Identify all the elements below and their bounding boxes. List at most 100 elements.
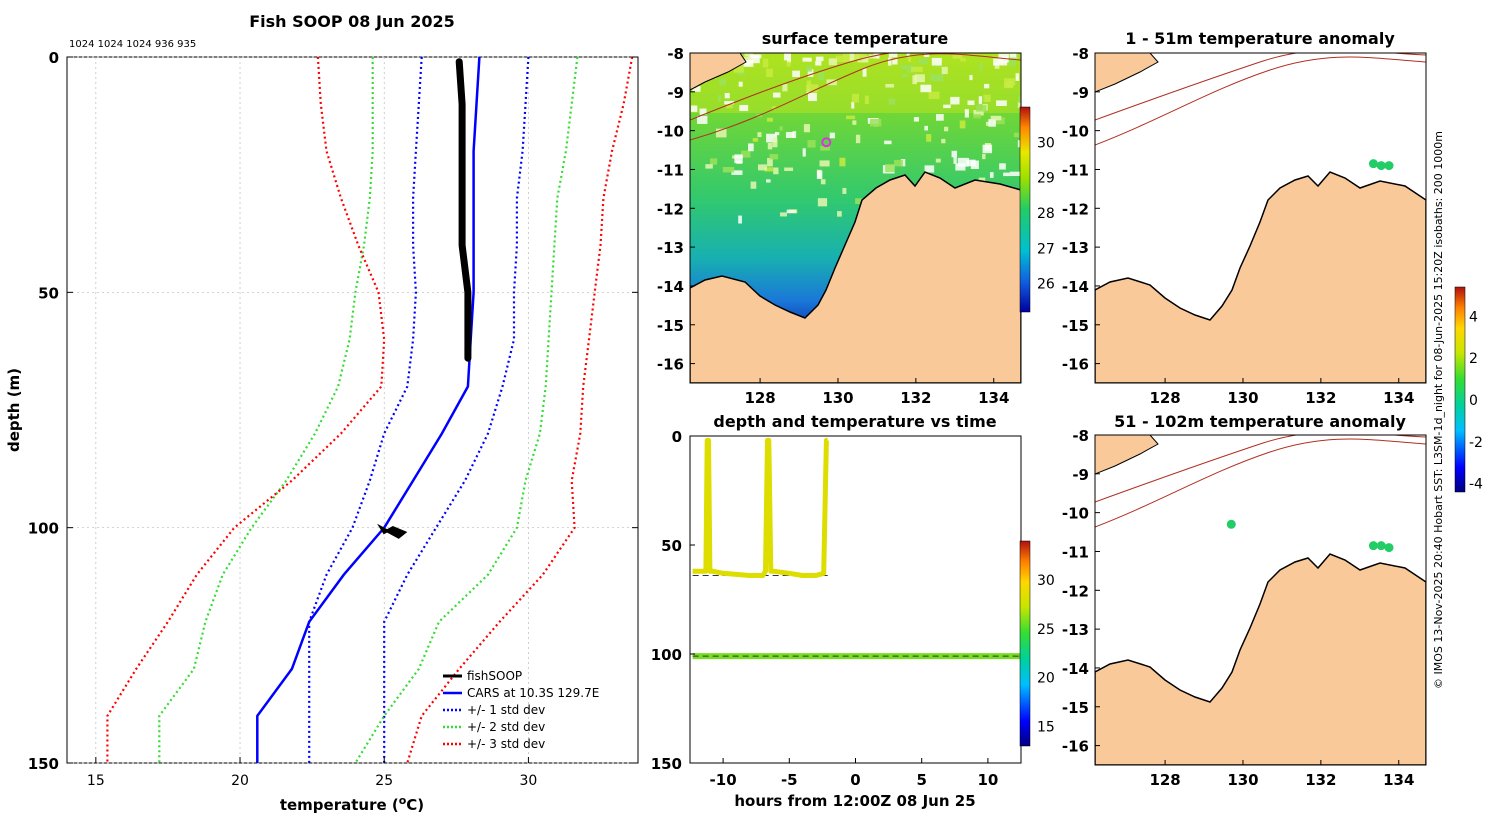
sst-speckle xyxy=(900,64,912,70)
sst-speckle xyxy=(820,145,830,151)
anom-deep-point xyxy=(1384,543,1394,553)
sst-speckle xyxy=(802,148,806,157)
profile-axes-frame xyxy=(66,56,639,764)
sst-speckle xyxy=(829,132,836,139)
depth-time-ytick-label: 0 xyxy=(672,428,682,446)
sst-speckle xyxy=(944,126,949,132)
anom-deep-ytick-label: -14 xyxy=(1062,660,1089,678)
sst-panel: surface temperature 128 130 132 134 -8 -9 -10 -… xyxy=(657,29,1055,407)
sst-speckle xyxy=(719,78,727,86)
sst-speckle xyxy=(957,157,970,167)
sst-speckle xyxy=(737,70,746,76)
anom-deep-xtick-label: 128 xyxy=(1149,771,1180,789)
sst-speckle xyxy=(920,84,932,93)
profile-ytick-label: 150 xyxy=(28,755,59,773)
sst-isobath-200 xyxy=(690,53,1021,141)
sst-speckle xyxy=(855,198,865,205)
sst-speckle xyxy=(1009,171,1021,177)
sst-speckle xyxy=(743,59,754,67)
depth-time-xtick-label: -10 xyxy=(710,771,737,789)
sst-speckle xyxy=(803,124,810,133)
sst-speckle xyxy=(752,138,759,142)
sst-speckle xyxy=(864,95,869,105)
sst-ytick-label: -10 xyxy=(657,123,684,141)
depth-time-xlabel: hours from 12:00Z 08 Jun 25 xyxy=(734,792,975,810)
anom-shallow-isobath-200 xyxy=(1095,56,1426,146)
profile-xtick-label: 15 xyxy=(87,773,105,789)
sst-speckle xyxy=(782,83,788,92)
sst-speckle xyxy=(739,104,749,112)
sst-colorbar-label: 29 xyxy=(1037,171,1055,187)
sst-speckle xyxy=(979,62,983,71)
sst-speckle xyxy=(792,131,797,138)
anomaly-colorbar-label: -4 xyxy=(1469,477,1483,493)
sst-ytick-label: -14 xyxy=(657,278,684,296)
sst-speckle xyxy=(983,94,991,102)
sst-speckle xyxy=(975,105,987,112)
sst-speckle xyxy=(772,106,776,110)
sst-speckle xyxy=(717,95,722,102)
sst-colorbar-label: 30 xyxy=(1037,135,1055,151)
sst-speckle xyxy=(750,54,762,59)
sst-speckle xyxy=(935,158,941,163)
anom-deep-island xyxy=(1095,435,1159,475)
sst-speckle xyxy=(910,66,923,72)
depth-time-ytick-label: 100 xyxy=(651,646,682,664)
legend-label-fish: fishSOOP xyxy=(467,669,522,683)
sst-speckle xyxy=(744,53,754,57)
sst-speckle xyxy=(692,86,701,92)
anom-shallow-ytick-label: -15 xyxy=(1062,317,1089,335)
anom-deep-isobath-200 xyxy=(1095,438,1426,528)
anomaly-colorbar-label: 0 xyxy=(1469,393,1478,409)
sst-speckle xyxy=(951,150,958,158)
sst-speckle xyxy=(762,58,769,68)
footer-credit: © IMOS 13-Nov-2025 20:40 Hobart SST: L3S… xyxy=(1432,131,1445,689)
anom-shallow-ytick-label: -13 xyxy=(1062,239,1089,257)
sst-ticks: 128 130 132 134 -8 -9 -10 -11 -12 -13 -14 -15 -16 xyxy=(657,45,1010,407)
sst-speckle xyxy=(748,143,754,152)
sst-speckle xyxy=(837,211,842,217)
sst-speckle xyxy=(816,170,823,179)
sst-speckle xyxy=(869,118,882,127)
depth-time-xtick-label: 10 xyxy=(977,771,998,789)
legend-label-std2: +/- 2 std dev xyxy=(467,720,545,734)
sst-speckle xyxy=(914,74,925,83)
anom-shallow-ytick-label: -14 xyxy=(1062,278,1089,296)
sst-colorbar-label: 28 xyxy=(1037,206,1055,222)
legend-label-std3: +/- 3 std dev xyxy=(467,737,545,751)
profile-ytick-label: 50 xyxy=(38,284,59,302)
profile-series-cars-0 xyxy=(256,56,481,763)
sst-speckle xyxy=(815,61,822,66)
sst-speckle xyxy=(960,58,966,62)
sst-speckle xyxy=(888,98,896,105)
sst-speckle xyxy=(842,187,847,194)
anomaly-colorbar xyxy=(1454,286,1466,493)
anom-deep-panel: 51 - 102m temperature anomaly 128 130 132 1… xyxy=(1062,286,1483,789)
sst-speckle xyxy=(806,84,819,93)
sst-ytick-label: -11 xyxy=(657,161,684,179)
sst-speckle xyxy=(802,57,812,62)
sst-ytick-label: -12 xyxy=(657,200,684,218)
sst-isobath-1000 xyxy=(690,53,1021,121)
sst-speckle xyxy=(884,140,892,145)
sst-speckle xyxy=(1013,132,1020,138)
sst-speckle xyxy=(990,115,1002,121)
sst-speckle xyxy=(767,142,773,150)
sst-speckle xyxy=(935,114,944,121)
sst-speckle xyxy=(901,73,908,78)
sst-colorbar xyxy=(1019,106,1031,313)
depth-time-xtick-label: 5 xyxy=(916,771,926,789)
anomaly-colorbar-ticks: 4 2 0 -2 -4 xyxy=(1469,309,1483,492)
sst-speckle xyxy=(750,181,757,189)
sst-speckle xyxy=(885,83,895,88)
anom-deep-xtick-label: 134 xyxy=(1383,771,1414,789)
sst-speckle xyxy=(862,68,867,77)
sst-speckle xyxy=(924,165,935,173)
sst-speckle xyxy=(805,65,812,72)
sst-speckle xyxy=(1017,101,1021,108)
sst-xtick-label: 130 xyxy=(822,389,853,407)
profile-grid xyxy=(67,56,638,764)
sst-speckle xyxy=(953,157,957,164)
